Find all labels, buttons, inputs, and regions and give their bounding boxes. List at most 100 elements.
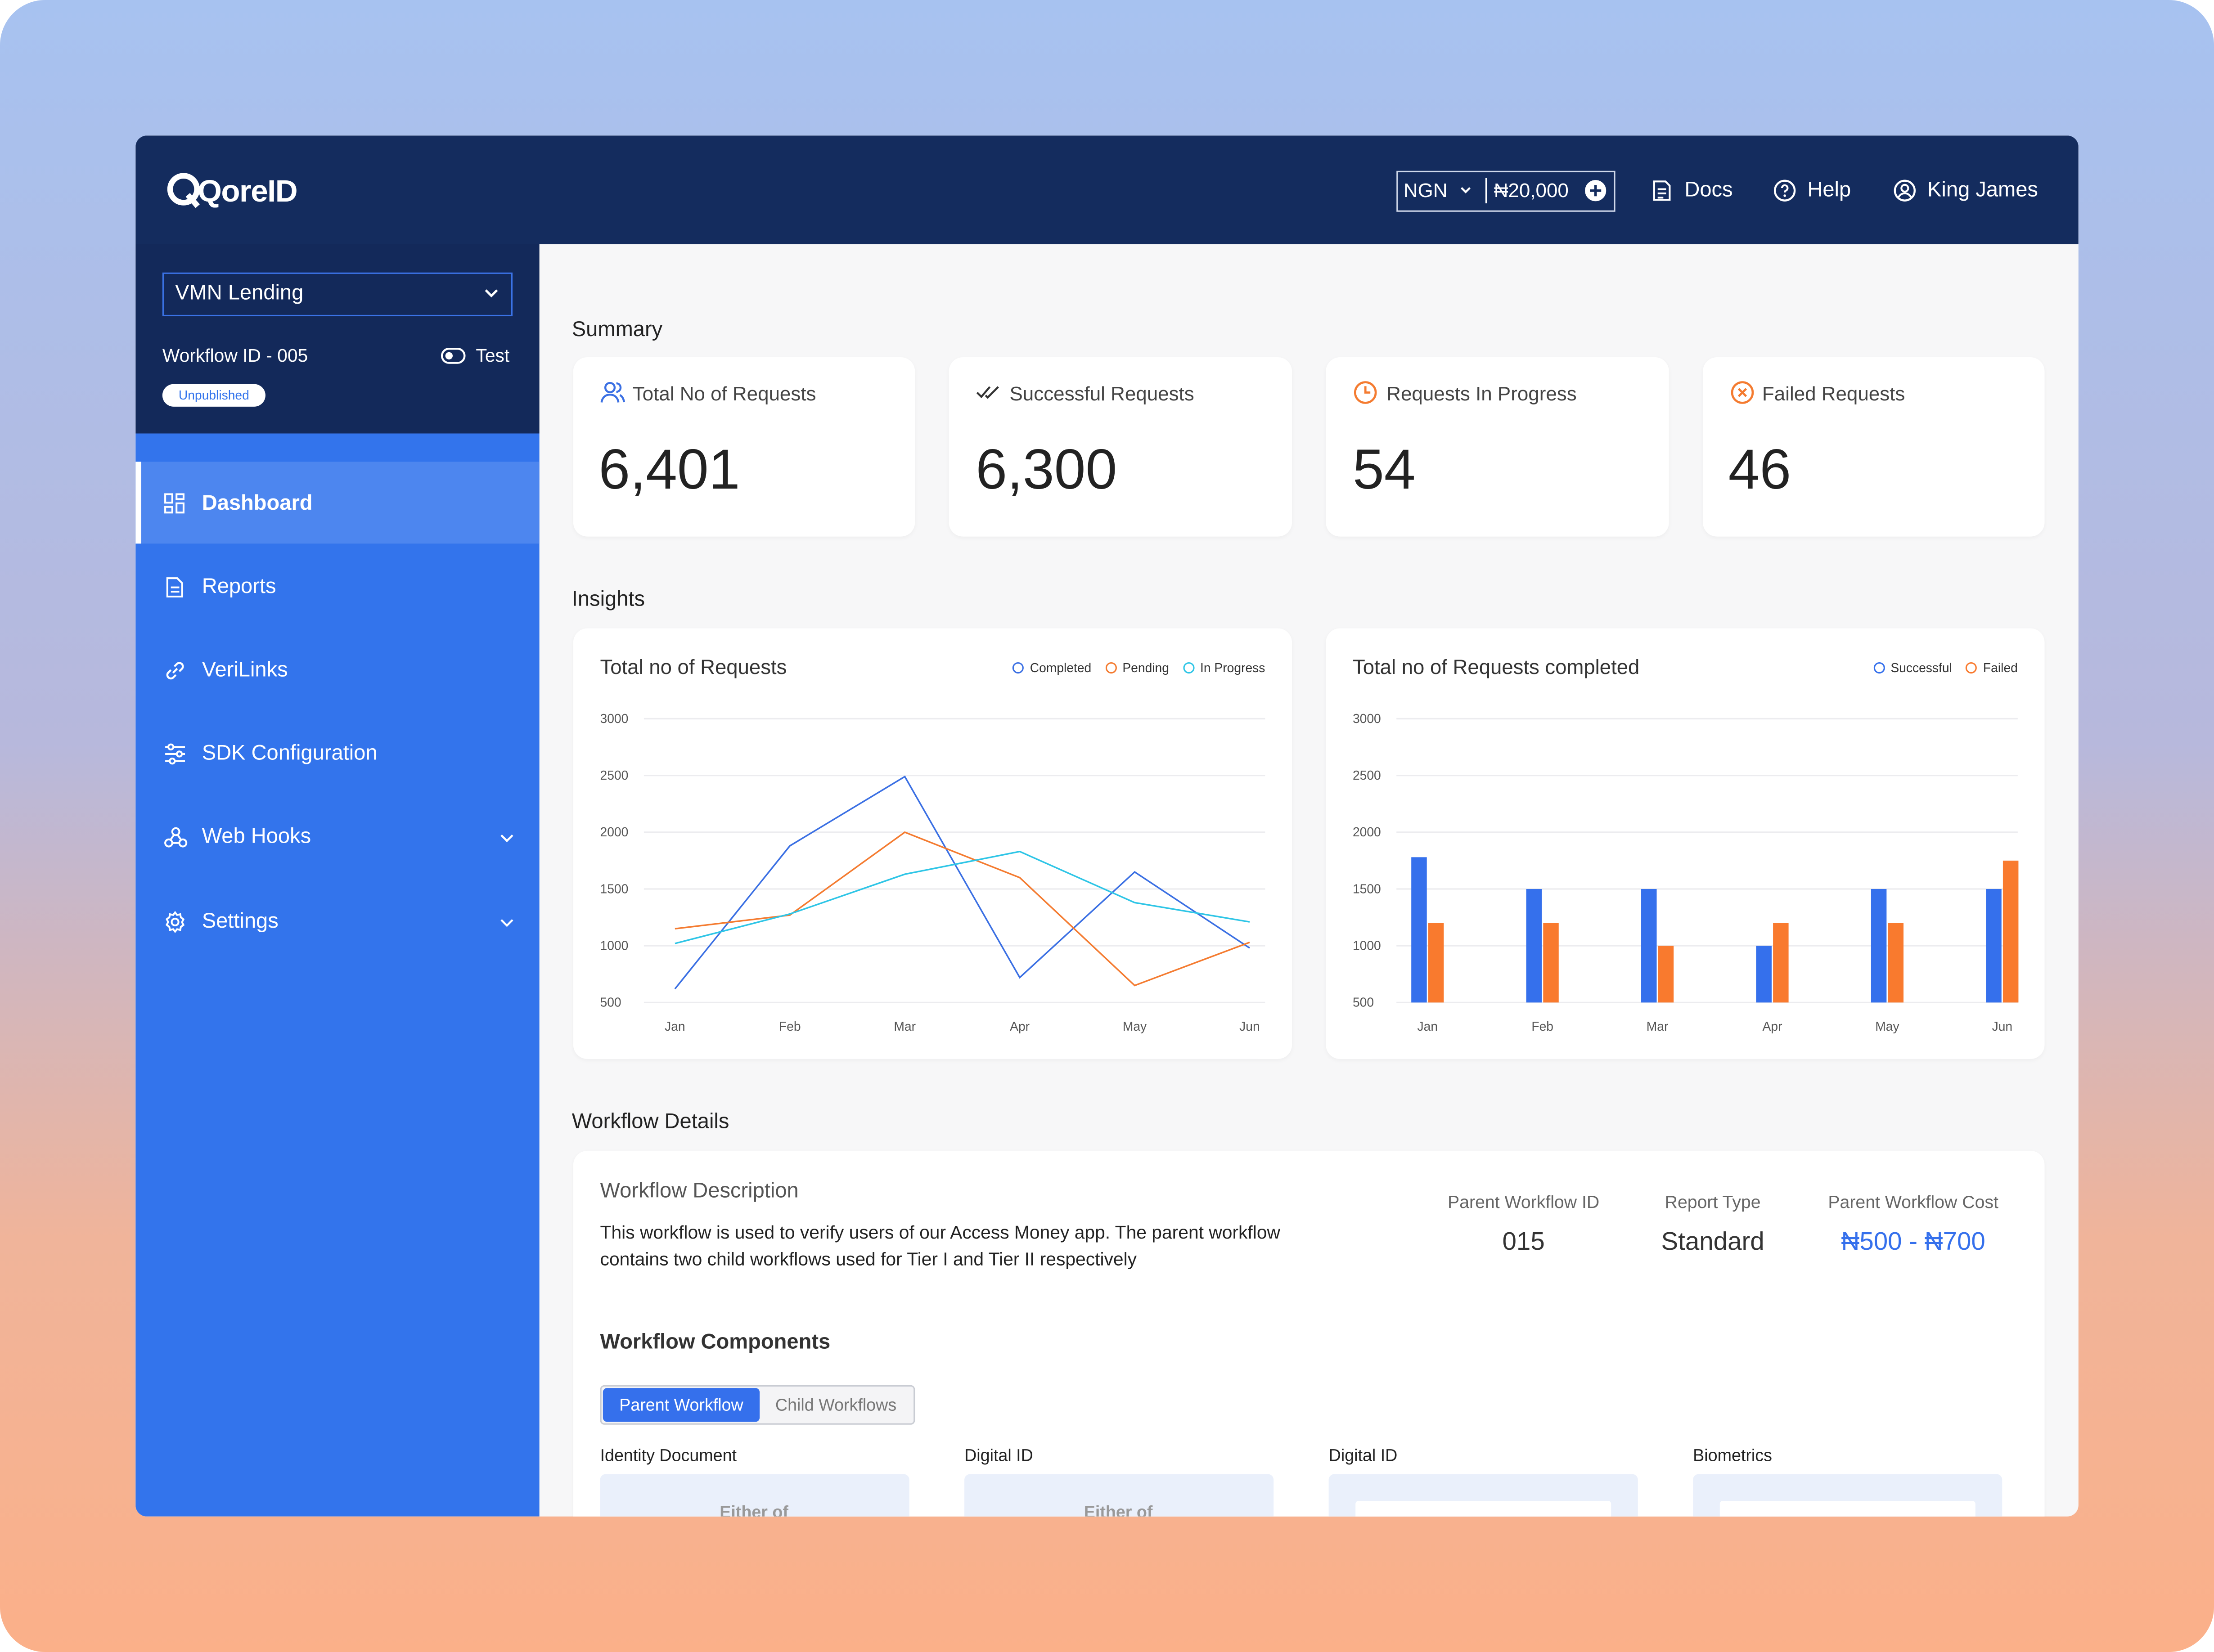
legend-swatch [1013, 662, 1025, 674]
chevron [485, 289, 498, 298]
x-tick-label: Jun [1992, 1019, 2013, 1033]
user-icon [1894, 180, 1916, 202]
wallet-box [1396, 171, 1616, 212]
bar [2002, 860, 2019, 1003]
chevron [500, 834, 513, 843]
summary-card: Requests In Progress 54 [1326, 357, 1669, 537]
menu-icon [164, 493, 184, 514]
y-tick-label: 2000 [600, 825, 629, 839]
menu-item[interactable]: Web Hooks [202, 824, 311, 849]
tab-active[interactable]: Parent Workflow [603, 1388, 760, 1422]
legend-swatch [1183, 662, 1195, 674]
chart-card: Total no of Requests Completed Pending In P… [573, 628, 1292, 1059]
x-tick-label: Apr [1763, 1019, 1782, 1033]
fact-label: Report Type [1665, 1192, 1761, 1212]
workspace-panel: VMN Lending Workflow ID - 005 Test Unpub… [135, 244, 540, 434]
active-indicator [135, 462, 141, 544]
active-item-bg [135, 462, 540, 544]
bar [1428, 923, 1444, 1003]
tab[interactable]: Child Workflows [775, 1395, 897, 1415]
x-tick-label: Mar [1647, 1019, 1669, 1033]
fact-label: Parent Workflow ID [1448, 1192, 1600, 1212]
x-tick-label: May [1875, 1019, 1899, 1033]
docs-icon [1653, 180, 1671, 201]
component-label: Identity Document [600, 1446, 737, 1466]
section-title: Workflow Details [572, 1109, 729, 1134]
section-title: Insights [572, 587, 645, 611]
x-tick-label: May [1123, 1019, 1147, 1033]
chart-plot: 500 1000 1500 2000 2500 3000 Jan Feb Mar Apr May Ju… [1353, 711, 2019, 1033]
docs-link[interactable]: Docs [1684, 178, 1733, 202]
bar [1658, 946, 1674, 1003]
x-tick-label: Jan [1418, 1019, 1438, 1033]
card-icon [1354, 381, 1377, 404]
legend-label: Completed [1030, 660, 1092, 675]
summary-card: Failed Requests 46 [1703, 357, 2045, 537]
chart-plot: 500 1000 1500 2000 2500 3000 Jan Feb Mar Apr May Ju… [600, 711, 1265, 1033]
fact-value: Standard [1661, 1227, 1764, 1256]
component-box [600, 1474, 909, 1517]
card-icon [600, 382, 626, 403]
chevron [1461, 187, 1471, 193]
fact-label: Parent Workflow Cost [1828, 1192, 1998, 1212]
component-box [964, 1474, 1274, 1517]
bar [1411, 857, 1427, 1003]
description-title: Workflow Description [600, 1179, 799, 1203]
legend-item: In Progress [1183, 661, 1265, 675]
workspace-select[interactable] [162, 272, 513, 317]
menu-item[interactable]: Settings [202, 909, 279, 934]
menu-item[interactable]: Reports [202, 575, 276, 599]
y-tick-label: 3000 [600, 711, 629, 726]
user-name[interactable]: King James [1927, 178, 2038, 202]
component-label: Biometrics [1693, 1446, 1772, 1466]
chart-card: Total no of Requests completed Successful… [1326, 628, 2045, 1059]
x-tick-label: Mar [894, 1019, 916, 1033]
app-window: QoreID NGN ₦20,000 Docs Help King James … [135, 135, 2079, 1517]
card-value: 46 [1728, 439, 1791, 502]
card-value: 54 [1352, 439, 1416, 502]
legend: Successful Failed [1873, 661, 2018, 675]
legend-item: Completed [1013, 661, 1091, 675]
help-link[interactable]: Help [1807, 178, 1851, 202]
component-note: Either of [1084, 1502, 1153, 1517]
y-tick-label: 500 [600, 995, 621, 1010]
y-tick-label: 500 [1353, 995, 1374, 1010]
menu-item[interactable]: Dashboard [202, 491, 313, 516]
workflow-card: Workflow Description This workflow is us… [573, 1150, 2045, 1517]
chart-title: Total no of Requests [600, 657, 787, 680]
card-icon [1731, 381, 1754, 404]
sidebar: Dashboard Reports VeriLinks SDK Configur… [135, 433, 540, 1517]
status-badge: Unpublished [162, 384, 266, 407]
bar [1756, 946, 1772, 1003]
bar [1543, 923, 1559, 1003]
add-funds[interactable] [1584, 180, 1607, 202]
component-note: Either of [720, 1502, 788, 1517]
y-tick-label: 1000 [600, 938, 629, 953]
bar [1641, 889, 1657, 1003]
series-line [674, 775, 1250, 990]
toggle[interactable] [441, 347, 466, 364]
menu-item[interactable]: VeriLinks [202, 658, 288, 682]
help-icon [1773, 180, 1796, 202]
bar [1773, 923, 1789, 1003]
series-line [675, 831, 1250, 987]
legend-swatch [1873, 662, 1885, 674]
card-label: Total No of Requests [632, 382, 816, 405]
currency[interactable]: NGN [1403, 179, 1448, 202]
legend-label: In Progress [1200, 660, 1265, 675]
logo-text[interactable]: QoreID [198, 173, 297, 209]
card-label: Requests In Progress [1386, 382, 1577, 405]
legend-swatch [1966, 662, 1978, 674]
menu-icon [166, 577, 183, 598]
menu-item[interactable]: SDK Configuration [202, 741, 378, 766]
y-tick-label: 2000 [1353, 825, 1381, 839]
menu-icon [165, 743, 185, 765]
x-tick-label: Jan [665, 1019, 685, 1033]
workflow-id: Workflow ID - 005 [162, 345, 308, 366]
legend-swatch [1105, 662, 1117, 674]
logo-mark [167, 173, 200, 208]
x-tick-label: Feb [1531, 1019, 1553, 1033]
section-title: Summary [572, 318, 663, 342]
description-line: This workflow is used to verify users of… [600, 1221, 1280, 1243]
